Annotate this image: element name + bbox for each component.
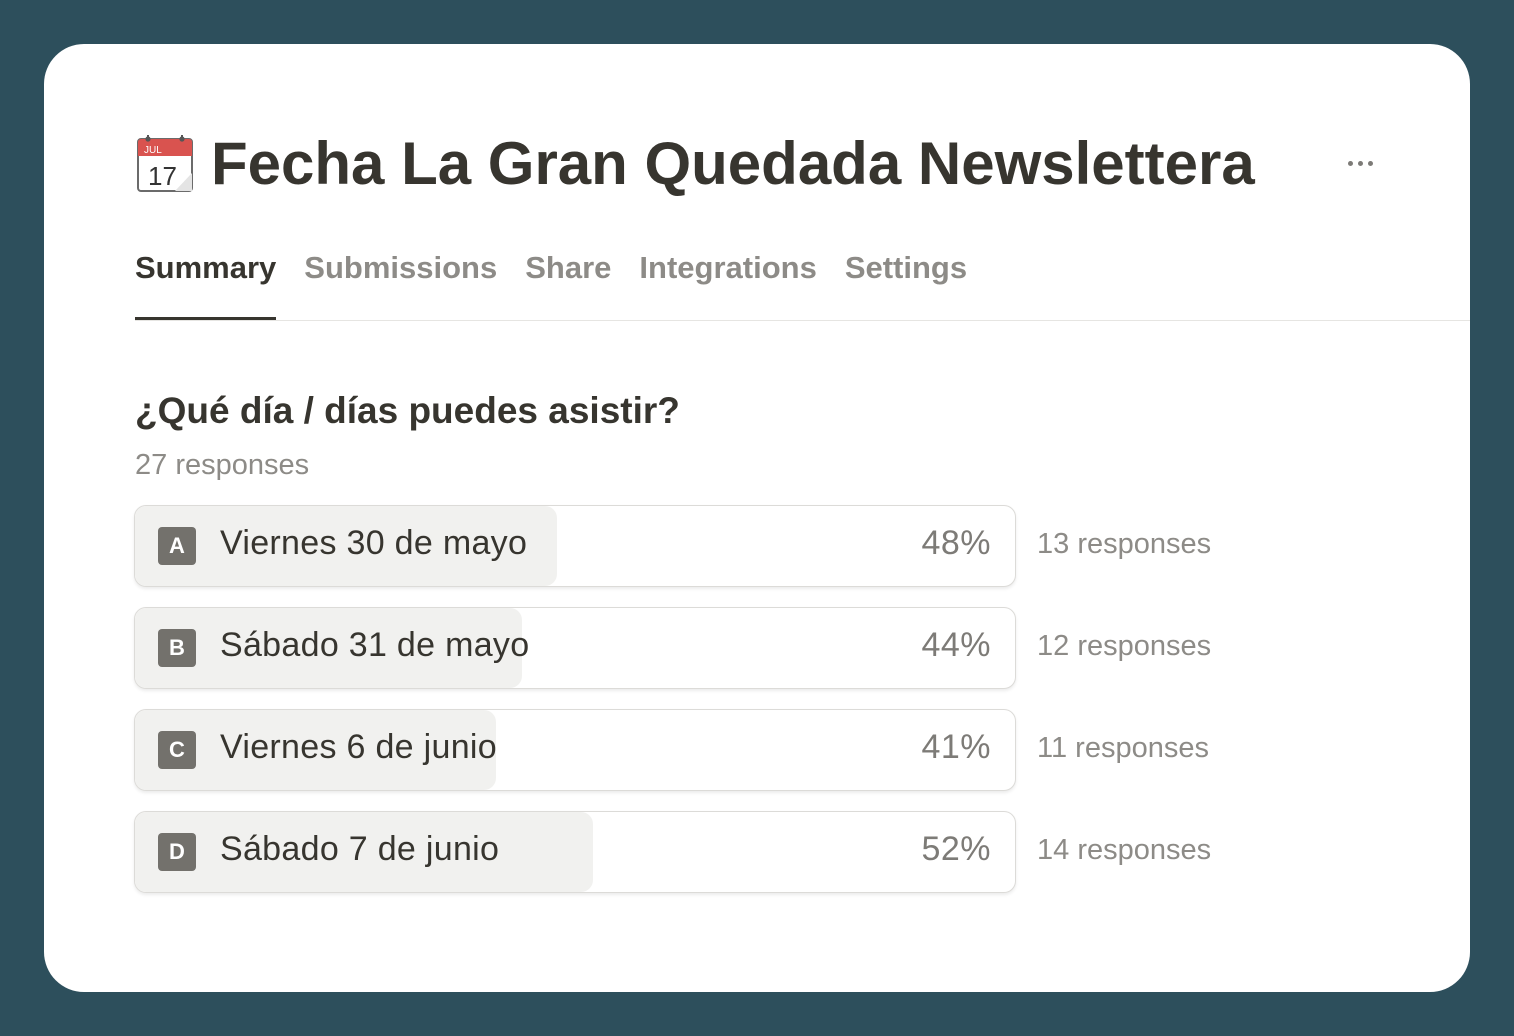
option-label: Sábado 7 de junio bbox=[220, 830, 500, 868]
page-title[interactable]: Fecha La Gran Quedada Newslettera bbox=[211, 129, 1255, 197]
tab-settings[interactable]: Settings bbox=[844, 250, 968, 285]
option-label: Sábado 31 de mayo bbox=[220, 626, 530, 664]
tab-bar: Summary Submissions Share Integrations S… bbox=[135, 250, 995, 320]
form-card: JUL 17 Fecha La Gran Quedada Newslettera… bbox=[44, 44, 1470, 992]
question-title: ¿Qué día / días puedes asistir? bbox=[135, 390, 680, 431]
tab-submissions[interactable]: Submissions bbox=[304, 250, 498, 285]
option-row-d: D Sábado 7 de junio 52% 14 responses bbox=[134, 811, 1244, 893]
calendar-day: 17 bbox=[148, 161, 177, 191]
option-row-b: B Sábado 31 de mayo 44% 12 responses bbox=[134, 607, 1244, 689]
more-horizontal-icon bbox=[1347, 160, 1373, 166]
option-fill bbox=[135, 812, 593, 892]
calendar-icon: JUL 17 bbox=[135, 133, 195, 193]
option-percent: 41% bbox=[921, 728, 991, 766]
total-responses: 27 responses bbox=[135, 449, 310, 481]
option-letter-badge: C bbox=[158, 731, 196, 769]
option-label: Viernes 6 de junio bbox=[220, 728, 497, 766]
calendar-month: JUL bbox=[144, 145, 162, 156]
option-bar-b[interactable]: B Sábado 31 de mayo 44% bbox=[134, 607, 1016, 689]
tab-summary[interactable]: Summary bbox=[135, 250, 277, 320]
option-fill bbox=[135, 608, 523, 688]
option-percent: 48% bbox=[921, 524, 991, 562]
option-row-a: A Viernes 30 de mayo 48% 13 responses bbox=[134, 505, 1244, 587]
option-bar-c[interactable]: C Viernes 6 de junio 41% bbox=[134, 709, 1016, 791]
option-row-c: C Viernes 6 de junio 41% 11 responses bbox=[134, 709, 1244, 791]
option-count[interactable]: 13 responses bbox=[1037, 528, 1212, 560]
option-bar-d[interactable]: D Sábado 7 de junio 52% bbox=[134, 811, 1016, 893]
option-label: Viernes 30 de mayo bbox=[220, 524, 528, 562]
tab-integrations[interactable]: Integrations bbox=[639, 250, 817, 285]
option-count[interactable]: 11 responses bbox=[1037, 732, 1209, 764]
tab-divider bbox=[135, 320, 1470, 321]
option-percent: 44% bbox=[921, 626, 991, 664]
option-bar-a[interactable]: A Viernes 30 de mayo 48% bbox=[134, 505, 1016, 587]
option-count[interactable]: 12 responses bbox=[1037, 630, 1212, 662]
option-letter-badge: D bbox=[158, 833, 196, 871]
title-row: JUL 17 Fecha La Gran Quedada Newslettera bbox=[135, 128, 1255, 198]
options-list: A Viernes 30 de mayo 48% 13 responses B … bbox=[134, 505, 1244, 913]
option-count[interactable]: 14 responses bbox=[1037, 834, 1212, 866]
option-percent: 52% bbox=[921, 830, 991, 868]
option-letter-badge: B bbox=[158, 629, 196, 667]
more-options-button[interactable] bbox=[1340, 148, 1380, 178]
option-letter-badge: A bbox=[158, 527, 196, 565]
option-fill bbox=[135, 506, 558, 586]
tab-share[interactable]: Share bbox=[525, 250, 612, 285]
